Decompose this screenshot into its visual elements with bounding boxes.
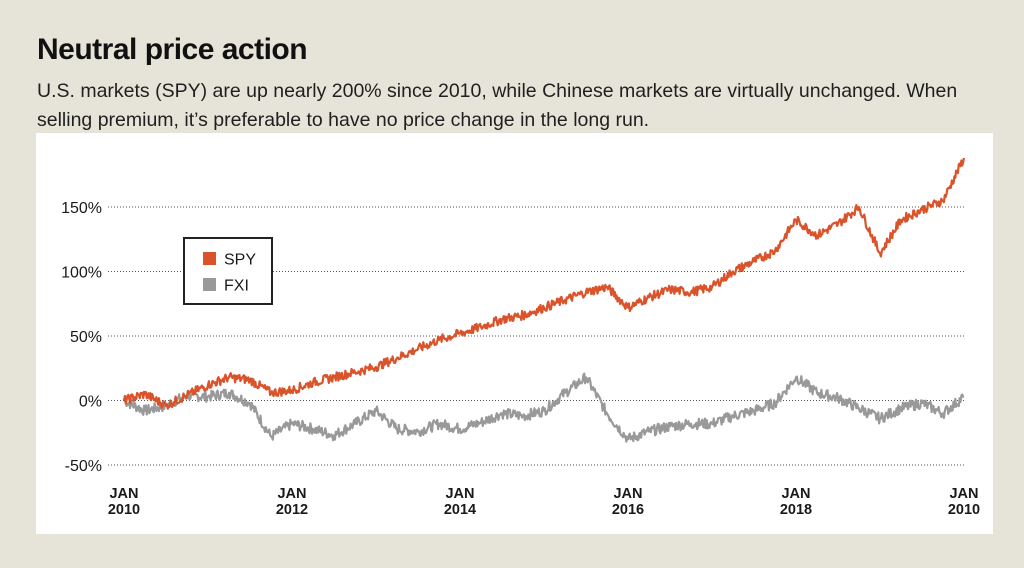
legend-label-fxi: FXI — [224, 278, 249, 295]
x-tick-month: JAN — [277, 486, 306, 502]
x-tick-month: JAN — [781, 486, 810, 502]
legend-swatch-fxi — [203, 278, 216, 291]
x-tick-year: 2010 — [108, 502, 140, 518]
y-axis: -50% 0% 50% 100% 150% — [61, 200, 102, 475]
x-tick-year: 2018 — [780, 502, 812, 518]
plot-panel — [36, 133, 993, 534]
x-tick-month: JAN — [109, 486, 138, 502]
x-tick-month: JAN — [445, 486, 474, 502]
legend-swatch-spy — [203, 252, 216, 265]
chart-subtitle: U.S. markets (SPY) are up nearly 200% si… — [37, 80, 958, 131]
grid-lines — [108, 206, 966, 466]
series-lines — [122, 157, 966, 443]
x-tick-month: JAN — [949, 486, 978, 502]
series-line-spy — [122, 157, 966, 410]
y-tick-label: -50% — [65, 458, 102, 475]
x-axis: JAN2010JAN2012JAN2014JAN2016JAN2018JAN20… — [108, 486, 980, 518]
x-tick-month: JAN — [613, 486, 642, 502]
x-tick-year: 2014 — [444, 502, 476, 518]
legend-box — [183, 237, 273, 305]
legend-label-spy: SPY — [224, 252, 256, 269]
x-tick-year: 2012 — [276, 502, 308, 518]
legend: SPY FXI — [183, 237, 273, 305]
series-line-fxi — [123, 372, 965, 443]
y-tick-label: 100% — [61, 265, 102, 282]
y-tick-label: 50% — [70, 329, 102, 346]
chart-title: Neutral price action — [37, 33, 308, 66]
y-tick-label: 0% — [79, 394, 102, 411]
y-tick-label: 150% — [61, 200, 102, 217]
x-tick-year: 2010 — [948, 502, 980, 518]
x-tick-year: 2016 — [612, 502, 644, 518]
